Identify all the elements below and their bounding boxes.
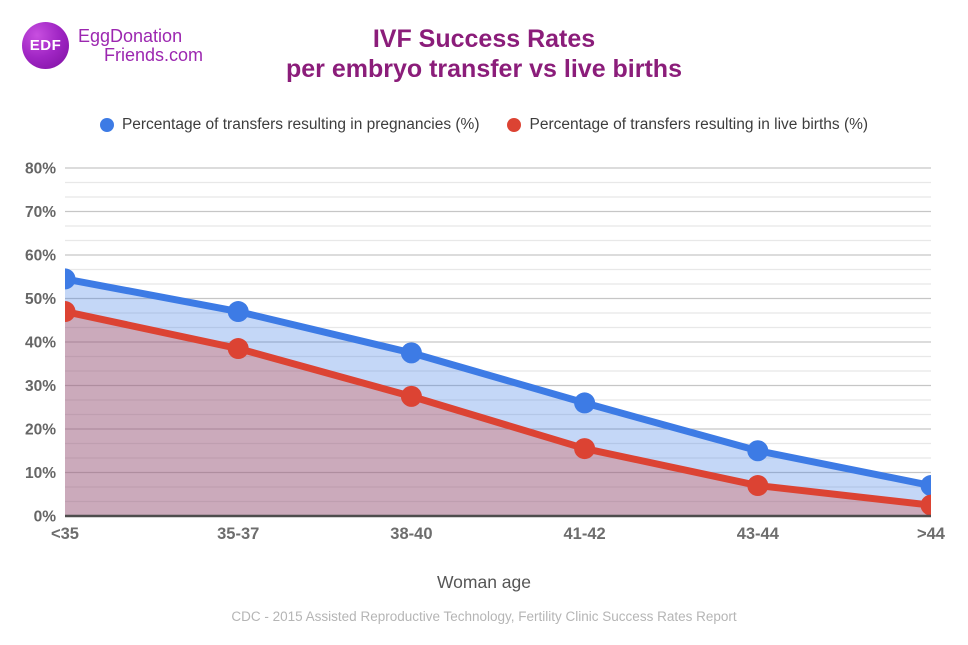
data-point-series1-4[interactable]	[747, 475, 769, 497]
data-point-series0-4[interactable]	[747, 440, 769, 462]
x-tick-label: 38-40	[390, 525, 432, 543]
y-tick-label: 50%	[25, 291, 56, 308]
data-point-series0-2[interactable]	[400, 342, 422, 364]
legend-label-pregnancies: Percentage of transfers resulting in pre…	[121, 116, 480, 133]
series-line-0	[65, 275, 931, 490]
chart-title-line2: per embryo transfer vs live births	[286, 55, 682, 83]
page: EDF EggDonation Friends.com IVF Success …	[0, 0, 968, 624]
data-point-series0-5[interactable]	[920, 475, 942, 497]
y-tick-label: 60%	[25, 248, 56, 265]
x-tick-label: >44	[917, 525, 946, 543]
legend-dot-pregnancies-icon	[99, 118, 114, 132]
x-axis-title: Woman age	[436, 572, 532, 592]
y-tick-label: 70%	[25, 204, 56, 221]
legend-item-pregnancies[interactable]: Percentage of transfers resulting in pre…	[99, 116, 480, 134]
data-point-series1-3[interactable]	[574, 438, 596, 460]
source-note: CDC - 2015 Assisted Reproductive Technol…	[231, 609, 737, 624]
data-point-series0-3[interactable]	[574, 392, 596, 414]
brand-logo[interactable]: EDF EggDonation Friends.com	[22, 22, 203, 69]
brand-name-line2: Friends.com	[104, 45, 204, 65]
brand-name: EggDonation Friends.com	[78, 27, 203, 65]
y-tick-label: 30%	[25, 378, 56, 395]
edf-logo-badge: EDF	[22, 22, 69, 69]
legend-dot-live-births-icon	[507, 118, 522, 132]
chart-legend: Percentage of transfers resulting in pre…	[0, 100, 968, 150]
data-point-series0-0[interactable]	[55, 268, 76, 290]
ivf-success-rates-chart: 0% 10% 20% 30% 40% 50% 60% 70% 80% <35 35-37 38-40 4…	[25, 161, 946, 544]
data-point-series0-1[interactable]	[227, 301, 249, 323]
x-tick-label: <35	[51, 525, 79, 543]
y-tick-label: 80%	[25, 161, 56, 178]
brand-name-line1: EggDonation	[78, 26, 183, 46]
series-area-0	[65, 278, 931, 516]
x-tick-label: 43-44	[737, 525, 780, 543]
x-tick-label: 41-42	[563, 525, 605, 543]
data-point-series1-0[interactable]	[55, 301, 76, 323]
y-tick-label: 40%	[25, 335, 56, 352]
y-tick-label: 20%	[25, 422, 56, 439]
page-title: IVF Success Rates per embryo transfer vs…	[0, 24, 968, 84]
data-point-series1-1[interactable]	[227, 338, 249, 360]
series-line-1	[65, 308, 931, 509]
x-tick-label: 35-37	[217, 525, 259, 543]
legend-item-live-births[interactable]: Percentage of transfers resulting in liv…	[507, 116, 868, 134]
header: EDF EggDonation Friends.com IVF Success …	[0, 0, 968, 100]
y-tick-label: 0%	[34, 509, 57, 526]
y-tick-label: 10%	[25, 465, 56, 482]
chart-title-line1: IVF Success Rates	[372, 25, 596, 53]
data-point-series1-2[interactable]	[400, 385, 422, 407]
legend-label-live-births: Percentage of transfers resulting in liv…	[529, 116, 869, 133]
data-point-series1-5[interactable]	[920, 494, 942, 516]
